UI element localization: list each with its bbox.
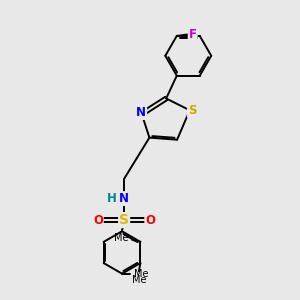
- Text: Me: Me: [132, 275, 146, 285]
- Text: S: S: [188, 104, 197, 117]
- Text: H: H: [107, 192, 117, 205]
- Text: Me: Me: [134, 269, 148, 279]
- Text: O: O: [93, 214, 103, 226]
- Text: F: F: [189, 28, 197, 41]
- Text: N: N: [136, 106, 146, 119]
- Text: S: S: [119, 213, 129, 227]
- Text: Me: Me: [114, 233, 129, 243]
- Text: N: N: [119, 192, 129, 205]
- Text: O: O: [145, 214, 155, 226]
